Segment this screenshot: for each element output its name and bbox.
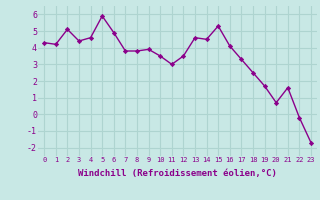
- X-axis label: Windchill (Refroidissement éolien,°C): Windchill (Refroidissement éolien,°C): [78, 169, 277, 178]
